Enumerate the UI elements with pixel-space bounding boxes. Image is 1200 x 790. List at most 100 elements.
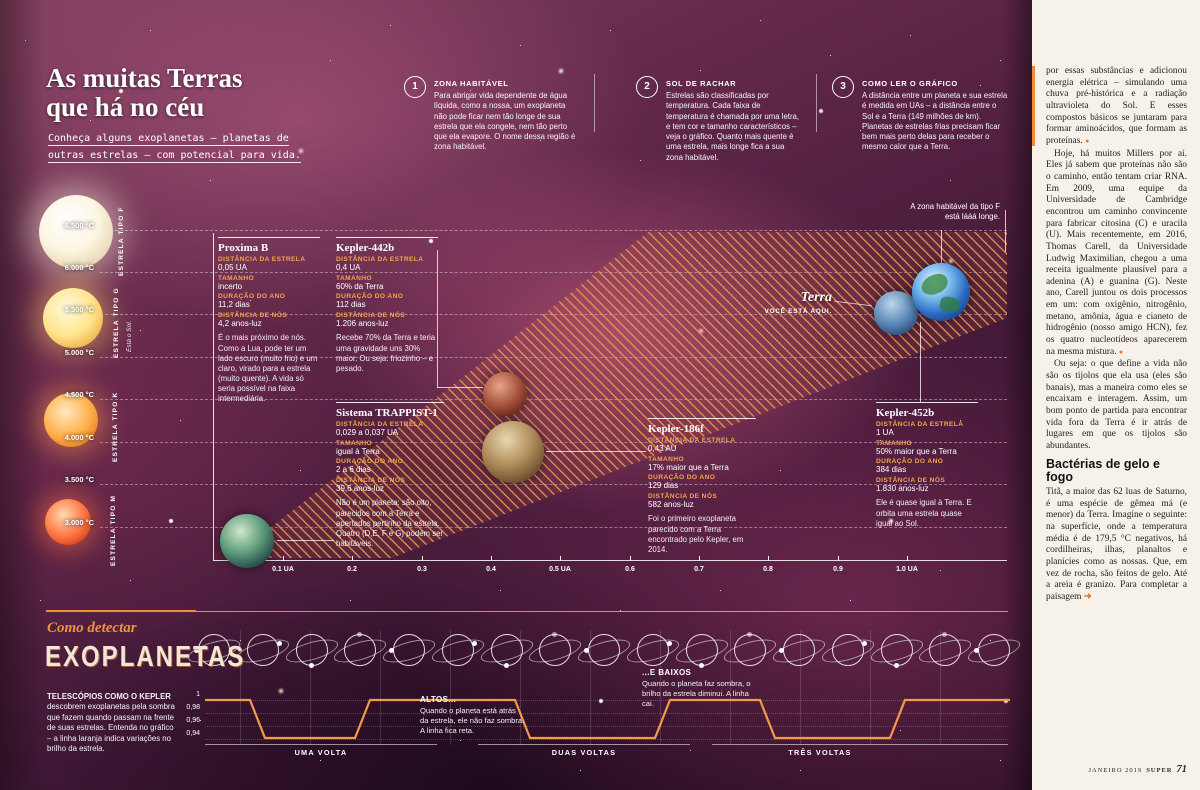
transit-diagram-unit xyxy=(721,632,779,668)
stat-value: 384 dias xyxy=(876,465,907,475)
paragraph-text: Hoje, há muitos Millers por aí. Eles já … xyxy=(1046,148,1187,357)
x-tick-mark xyxy=(838,556,839,561)
stat-label: DISTÂNCIA DA ESTRELA xyxy=(648,437,736,444)
transit-diagram-unit xyxy=(868,634,925,668)
transit-diagram-unit xyxy=(380,634,438,668)
transit-diagram-unit xyxy=(526,632,584,668)
star-type-g-label: ESTRELA TIPO G xyxy=(113,287,120,358)
stat-value: 50% maior que a Terra xyxy=(876,446,957,456)
page-title: As muitas Terras que há no céu xyxy=(46,64,301,121)
stat-label: DISTÂNCIA DE NÓS xyxy=(336,311,406,319)
x-tick-mark xyxy=(768,556,769,561)
stat-label: DISTÂNCIA DA ESTRELA xyxy=(336,421,424,428)
orbit-section-line xyxy=(478,744,690,745)
callout-body: Estrelas são classificadas por temperatu… xyxy=(666,91,800,162)
temp-tick: 4.500 °C xyxy=(64,390,94,399)
light-curve-y-tick: 0,94 xyxy=(186,730,200,737)
planet-card-proxima-b: Proxima B DISTÂNCIA DA ESTRELA 0,05 UA TA… xyxy=(218,237,320,404)
temp-tick: 3.000 °C xyxy=(64,518,94,527)
stat-label: TAMANHO xyxy=(336,439,373,447)
callout-number-2: 2 xyxy=(636,76,658,98)
temp-tick: 3.500 °C xyxy=(64,475,94,484)
stat-value: 0,43 AU xyxy=(648,444,677,453)
infographic-page: As muitas Terras que há no céu Conheça a… xyxy=(0,0,1032,790)
article-paragraph: por essas substâncias e adicionou energi… xyxy=(1046,66,1187,148)
stat-label: TAMANHO xyxy=(218,274,255,282)
callout-body: A distância entre um planeta e sua estre… xyxy=(862,91,1008,152)
stat-label: DURAÇÃO DO ANO xyxy=(876,458,944,466)
detect-body-text: descobrem exoplanetas pela sombra que fa… xyxy=(47,702,175,754)
stat-label: DISTÂNCIA DA ESTRELA xyxy=(336,256,424,263)
stat-value: 17% maior que a Terra xyxy=(648,462,729,472)
terra-note: VOCÊ ESTÁ AQUI. xyxy=(764,308,832,315)
light-curve-y-tick: 0,96 xyxy=(186,717,200,724)
stat-label: DISTÂNCIA DE NÓS xyxy=(648,492,718,500)
leader-line xyxy=(277,540,334,541)
f-zone-annotation: A zona habitável da tipo F está lááá lon… xyxy=(910,202,1000,222)
light-curve-level-line xyxy=(205,713,1008,714)
star-type-k-image xyxy=(44,393,98,447)
planet-card-kepler-452b: Kepler-452b DISTÂNCIA DA ESTRELA 1 UA TAM… xyxy=(876,402,978,529)
stat-value: 0,029 a 0,037 UA xyxy=(336,428,399,437)
stat-value: 112 dias xyxy=(336,300,366,310)
light-curve-y-tick: 1 xyxy=(196,691,200,698)
x-tick-mark xyxy=(560,556,561,561)
x-tick-label: 0.5 UA xyxy=(549,566,571,573)
stat-value: 1 UA xyxy=(876,428,894,437)
continuation-arrow-icon: ➜ xyxy=(1083,591,1092,602)
light-curve-level-line xyxy=(205,739,1008,740)
planet-note: É o mais próximo de nós. Como a Lua, pod… xyxy=(218,333,318,404)
footer-magazine-name: SUPER xyxy=(1146,767,1173,774)
altos-note: ALTOS... Quando o planeta está atrás da … xyxy=(420,695,525,736)
leader-line xyxy=(941,230,942,264)
planet-name: Sistema TRAPPIST-1 xyxy=(336,402,444,419)
stat-value: 60% da Terra xyxy=(336,281,384,291)
callout-title: ZONA HABITÁVEL xyxy=(434,79,509,88)
x-tick-label: 0.6 xyxy=(625,566,635,573)
temp-tick: 4.000 °C xyxy=(64,433,94,442)
star-type-g-image xyxy=(43,288,103,348)
subtitle-line-1: Conheça alguns exoplanetas – planetas de xyxy=(48,133,289,147)
stat-label: DISTÂNCIA DE NÓS xyxy=(218,311,288,319)
paragraph-end-marker: ● xyxy=(1085,136,1090,145)
callout-divider-line xyxy=(594,74,595,132)
transit-diagram-unit xyxy=(575,634,633,668)
transit-diagram-unit xyxy=(185,634,243,668)
stat-label: TAMANHO xyxy=(336,274,373,282)
temp-tick: 6.500 °C xyxy=(64,221,94,230)
x-tick-mark xyxy=(907,556,908,561)
stat-label: TAMANHO xyxy=(876,439,913,447)
callout-title: COMO LER O GRÁFICO xyxy=(862,79,958,88)
altos-body: Quando o planeta está atrás da estrela, … xyxy=(420,706,525,735)
transit-diagram-unit xyxy=(283,634,340,668)
stat-value: 582 anos-luz xyxy=(648,499,694,509)
star-type-k-label: ESTRELA TIPO K xyxy=(112,391,119,462)
star-type-g-note: Está o Sol. xyxy=(126,320,133,352)
orbit-section-line xyxy=(712,744,1008,745)
planet-name: Kepler-452b xyxy=(876,402,978,419)
callout-divider-line xyxy=(816,74,817,132)
detect-kicker: Como detectar xyxy=(47,620,137,636)
temp-tick: 5.500 °C xyxy=(64,305,94,314)
section-label-uma-volta: UMA VOLTA xyxy=(294,748,348,757)
kepler-442b-planet-image xyxy=(483,372,527,416)
light-curve-level-line xyxy=(205,700,1008,701)
x-tick-label: 0.4 xyxy=(486,566,496,573)
planet-name: Kepler-442b xyxy=(336,237,438,254)
planet-note: Ele é quase igual à Terra. E orbita uma … xyxy=(876,498,972,528)
callout-number-3: 3 xyxy=(832,76,854,98)
x-tick-mark xyxy=(630,556,631,561)
page-subtitle: Conheça alguns exoplanetas – planetas de… xyxy=(48,133,301,164)
paragraph-text: Ou seja: o que define a vida não são os … xyxy=(1046,359,1187,451)
leader-line xyxy=(1005,210,1006,252)
callout-zona-habitavel: 1 ZONA HABITÁVEL Para abrigar vida depen… xyxy=(404,76,576,153)
planet-name: Kepler-186f xyxy=(648,418,756,435)
stat-label: DURAÇÃO DO ANO xyxy=(336,293,404,301)
stat-value: incerto xyxy=(218,281,243,291)
stat-value: 0,05 UA xyxy=(218,263,247,272)
planet-note: Recebe 70% da Terra e teria uma gravidad… xyxy=(336,333,436,373)
article-paragraph: Hoje, há muitos Millers por aí. Eles já … xyxy=(1046,149,1187,359)
proxima-b-planet-image xyxy=(220,514,274,568)
light-curve-y-tick: 0,98 xyxy=(186,704,200,711)
article-paragraph: Ou seja: o que define a vida não são os … xyxy=(1046,359,1187,452)
